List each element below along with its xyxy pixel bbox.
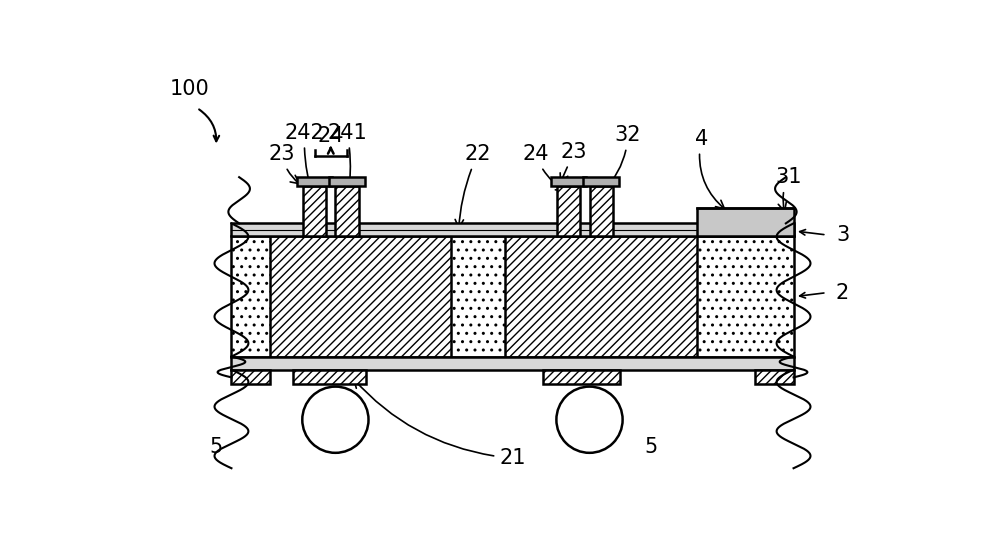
Text: 23: 23 xyxy=(268,144,299,183)
Text: 24: 24 xyxy=(522,144,565,191)
Bar xyxy=(590,186,613,236)
Bar xyxy=(270,236,451,357)
Bar xyxy=(755,370,794,383)
Text: 2: 2 xyxy=(836,283,849,302)
Text: 3: 3 xyxy=(836,225,849,245)
Text: 242: 242 xyxy=(285,122,324,196)
Bar xyxy=(231,370,270,383)
Bar xyxy=(697,208,794,236)
Text: 24: 24 xyxy=(318,126,344,146)
Bar xyxy=(231,357,794,370)
Bar xyxy=(551,177,586,186)
Text: 100: 100 xyxy=(170,79,210,99)
Text: 4: 4 xyxy=(695,129,725,209)
Bar xyxy=(329,177,365,186)
Bar xyxy=(583,177,619,186)
Bar xyxy=(297,177,332,186)
Text: 241: 241 xyxy=(327,122,367,195)
Bar xyxy=(303,186,326,236)
Bar xyxy=(293,370,366,383)
Text: 5: 5 xyxy=(209,437,223,456)
Text: 22: 22 xyxy=(455,144,491,228)
Text: 21: 21 xyxy=(354,379,526,468)
Text: 32: 32 xyxy=(604,125,641,189)
Bar xyxy=(231,236,794,357)
Bar xyxy=(231,223,794,236)
Text: 31: 31 xyxy=(775,167,801,211)
Text: 5: 5 xyxy=(644,437,658,456)
Bar xyxy=(557,186,580,236)
Bar xyxy=(505,236,697,357)
Bar xyxy=(543,370,620,383)
Text: 23: 23 xyxy=(560,142,587,182)
Bar xyxy=(335,186,358,236)
